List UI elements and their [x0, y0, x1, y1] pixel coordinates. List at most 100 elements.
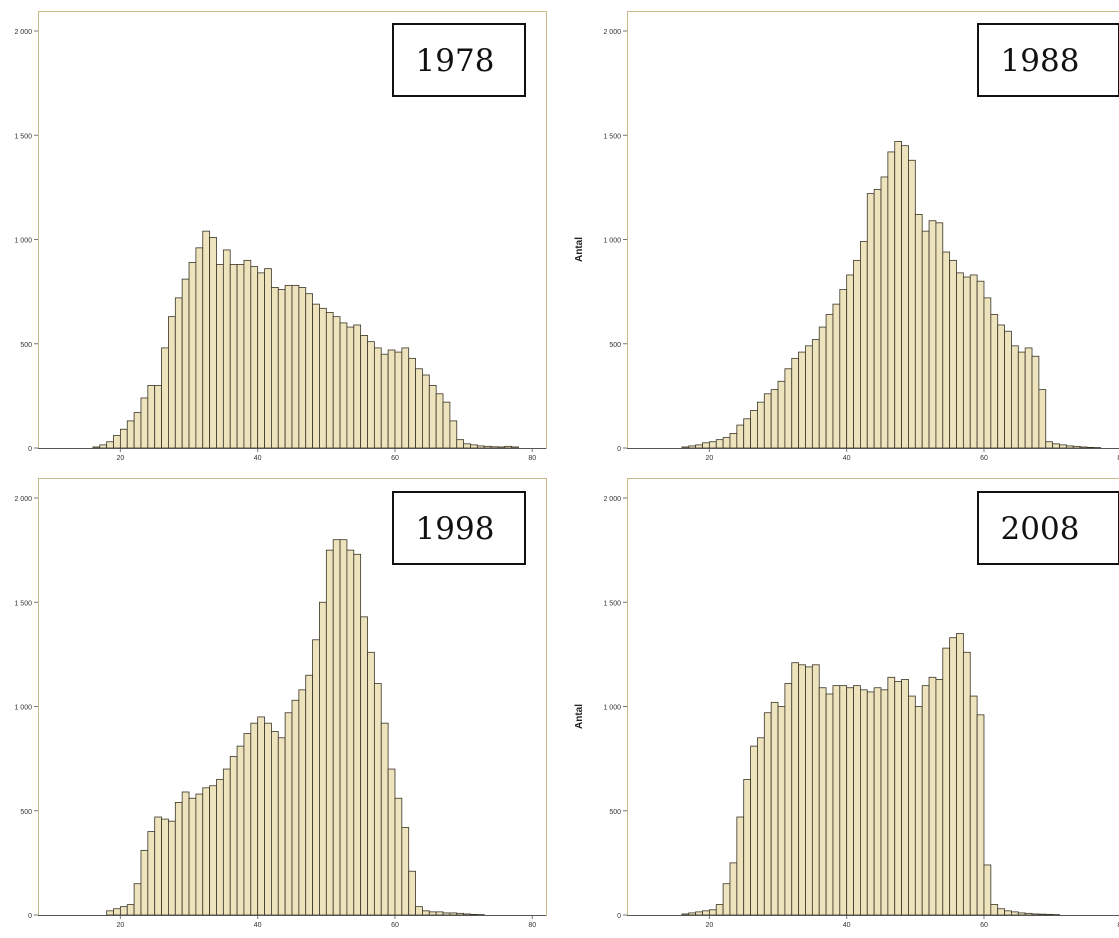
histogram-bar: [1059, 445, 1066, 448]
histogram-bar: [723, 438, 730, 448]
histogram-bar: [902, 146, 909, 448]
histogram-bar: [306, 294, 313, 448]
histogram-bar: [347, 327, 354, 448]
histogram-bar: [141, 850, 148, 915]
histogram-bar: [950, 260, 957, 448]
histogram-bar: [299, 690, 306, 915]
histogram-bar: [785, 684, 792, 915]
histogram-bar: [319, 308, 326, 448]
histogram-bar: [709, 442, 716, 448]
x-tick-label: 60: [980, 922, 988, 929]
histogram-bar: [860, 690, 867, 915]
histogram-bar: [278, 738, 285, 915]
histogram-bar: [847, 688, 854, 915]
histogram-bar: [107, 911, 114, 915]
histogram-bar: [778, 707, 785, 916]
histogram-bar: [443, 913, 450, 915]
histogram-bar: [409, 871, 416, 915]
histogram-bar: [347, 550, 354, 915]
histogram-bar: [354, 325, 361, 448]
histogram-bar: [792, 663, 799, 915]
histogram-bars: [93, 231, 519, 448]
histogram-bar: [333, 317, 340, 448]
histogram-bar: [950, 638, 957, 915]
histogram-bar: [210, 786, 217, 915]
histogram-bar: [847, 275, 854, 448]
histogram-bar: [100, 445, 107, 448]
histogram-bar: [134, 884, 141, 915]
y-tick-label: 0: [28, 913, 32, 920]
histogram-bar: [258, 273, 265, 448]
x-tick-label: 40: [843, 455, 851, 462]
histogram-bar: [285, 285, 292, 448]
histogram-bar: [189, 798, 196, 915]
histogram-bar: [1053, 444, 1060, 448]
histogram-bar: [265, 269, 272, 448]
histogram-bar: [881, 177, 888, 448]
histogram-bar: [751, 746, 758, 915]
histogram-bar: [93, 447, 100, 448]
histogram-bar: [730, 433, 737, 448]
x-tick-label: 40: [254, 455, 262, 462]
histogram-bar: [368, 652, 375, 915]
histogram-bar: [368, 342, 375, 448]
histogram-bar: [1018, 352, 1025, 448]
x-tick-label: 60: [391, 922, 399, 929]
histogram-bar: [744, 779, 751, 915]
histogram-bar: [141, 398, 148, 448]
histogram-bar: [840, 686, 847, 915]
histogram-bar: [175, 802, 182, 915]
y-tick-label: 1 500: [14, 133, 32, 140]
histogram-bar: [182, 279, 189, 448]
histogram-bar: [120, 907, 127, 915]
histogram-bar: [237, 746, 244, 915]
histogram-bar: [943, 648, 950, 915]
histogram-bar: [271, 732, 278, 915]
x-tick-label: 20: [116, 455, 124, 462]
histogram-bar: [429, 385, 436, 448]
histogram-bar: [196, 248, 203, 448]
histogram-bar: [785, 369, 792, 448]
histogram-bar: [1073, 446, 1080, 448]
histogram-bar: [1011, 912, 1018, 915]
histogram-bar: [107, 442, 114, 448]
histogram-bar: [340, 540, 347, 915]
y-tick-label: 500: [20, 342, 32, 349]
year-label: 1988: [1001, 43, 1080, 79]
histogram-bar: [764, 394, 771, 448]
x-tick-label: 40: [254, 922, 262, 929]
histogram-bar: [244, 734, 251, 915]
histogram-bar: [361, 335, 368, 448]
histogram-bar: [306, 675, 313, 915]
histogram-bar: [285, 713, 292, 915]
y-tick-label: 1 500: [14, 600, 32, 607]
histogram-bar: [991, 905, 998, 915]
histogram-bar: [805, 346, 812, 448]
histogram-bar: [210, 237, 217, 448]
histogram-bar: [1018, 913, 1025, 915]
histogram-bar: [902, 679, 909, 915]
histogram-bar: [833, 686, 840, 915]
histogram-bar: [484, 446, 491, 448]
histogram-bar: [251, 267, 258, 448]
histogram-bar: [340, 323, 347, 448]
x-tick-label: 20: [705, 922, 713, 929]
histogram-bar: [189, 262, 196, 448]
histogram-bar: [970, 696, 977, 915]
x-tick-label: 60: [391, 455, 399, 462]
histogram-bar: [819, 327, 826, 448]
y-tick-label: 500: [609, 342, 621, 349]
histogram-bar: [512, 447, 519, 448]
histogram-bar: [1087, 447, 1094, 448]
histogram-bar: [826, 694, 833, 915]
histogram-bar: [929, 677, 936, 915]
histogram-bar: [1046, 914, 1053, 915]
histogram-bar: [470, 445, 477, 448]
histogram-bar: [237, 265, 244, 448]
histogram-bar: [292, 285, 299, 448]
histogram-bar: [874, 688, 881, 915]
histogram-bar: [114, 435, 121, 448]
histogram-bar: [908, 160, 915, 448]
histogram-bar: [1039, 390, 1046, 448]
